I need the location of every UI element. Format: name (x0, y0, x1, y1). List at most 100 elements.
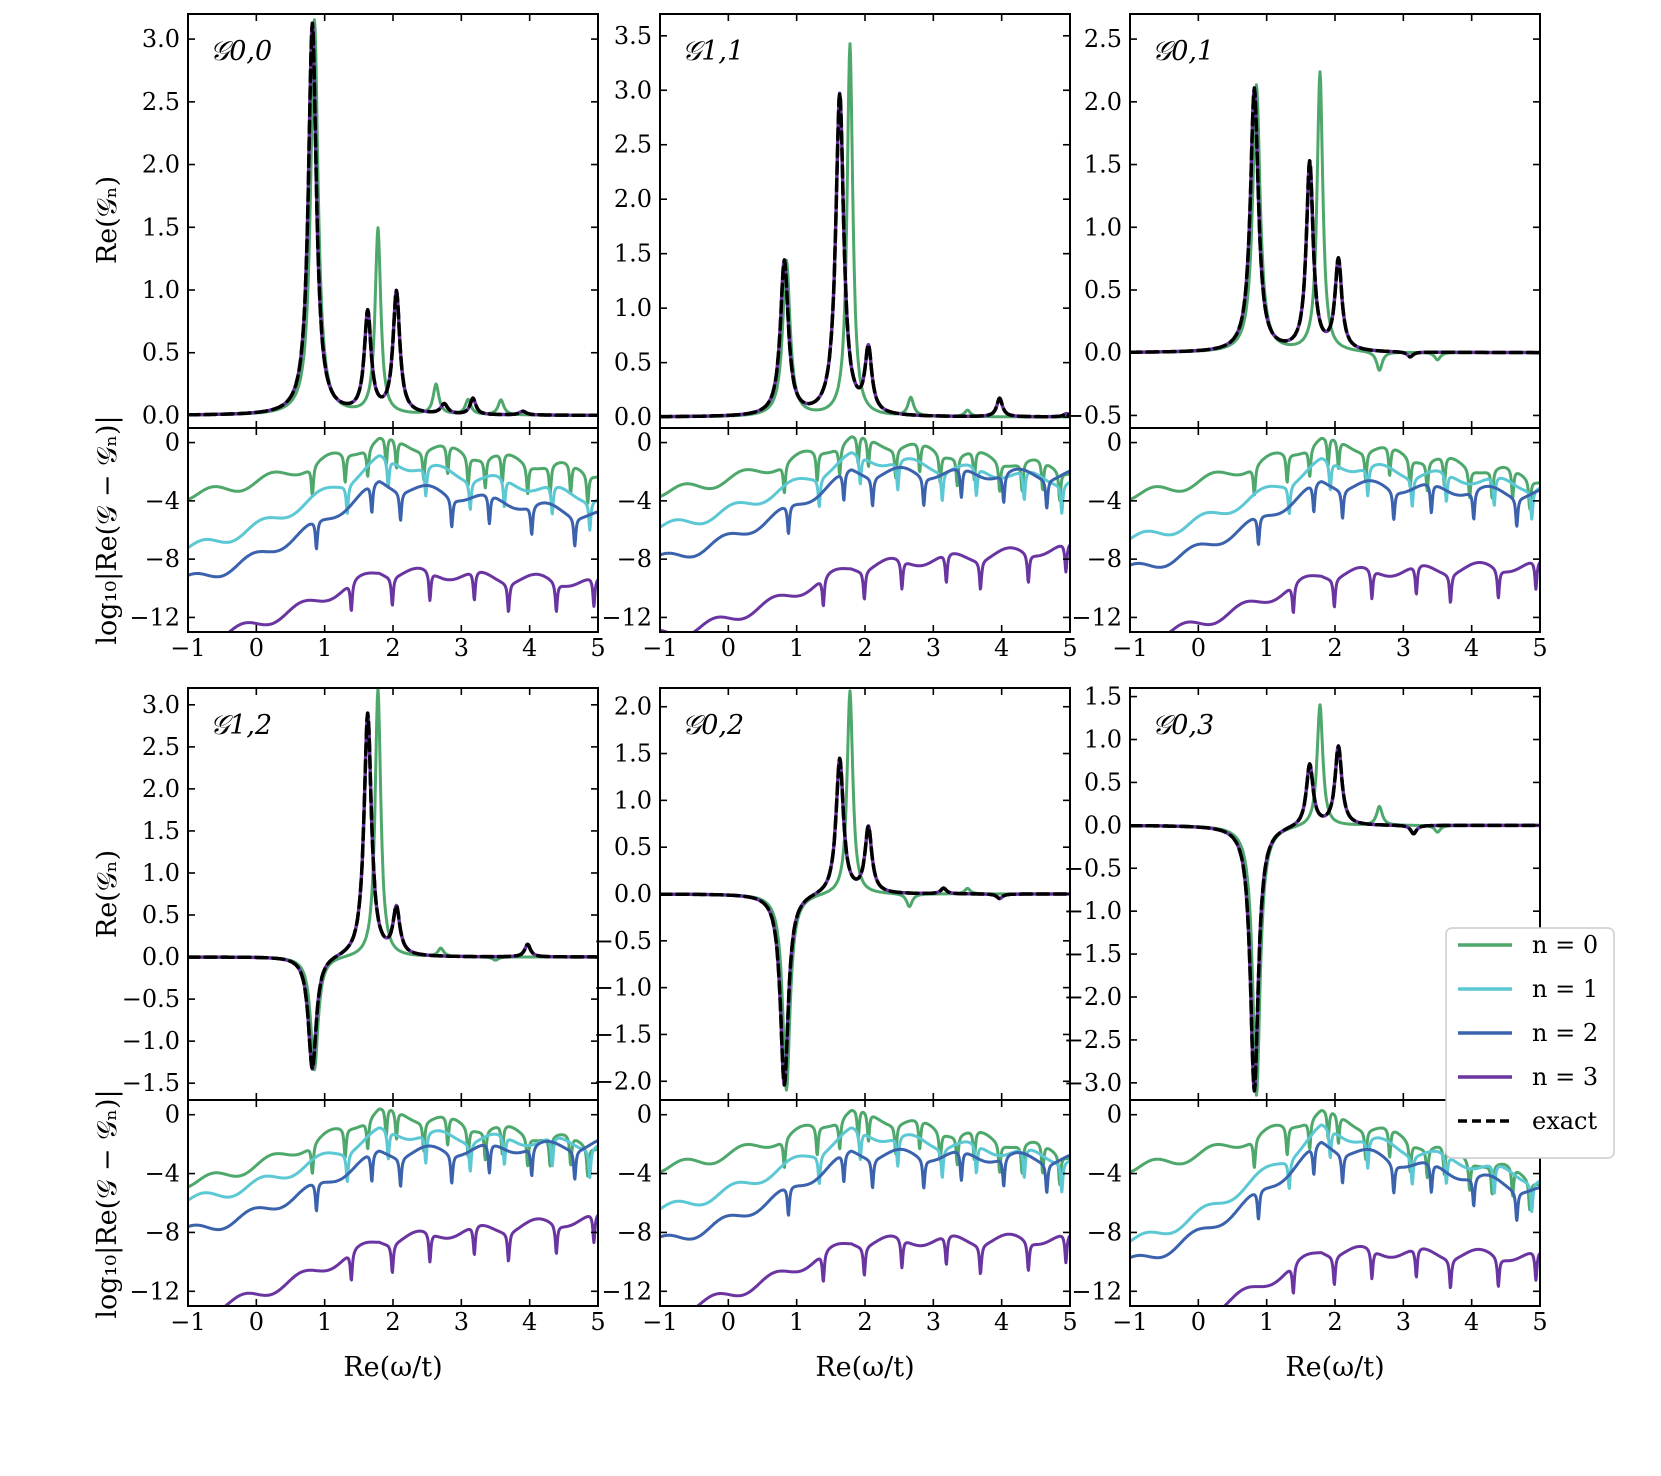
y-axis-label-bottom: log₁₀|Re(𝒢 − 𝒢ₙ)| (92, 415, 123, 644)
x-tick-label: 1 (1259, 1308, 1274, 1336)
y-tick-label: 0.0 (1084, 811, 1122, 839)
y-axis-label-bottom: log₁₀|Re(𝒢 − 𝒢ₙ)| (92, 1089, 123, 1318)
y-tick-label: 0.0 (1084, 339, 1122, 367)
y-tick-label: 0.5 (1084, 276, 1122, 304)
error-y-tick-label: −12 (1071, 603, 1122, 631)
x-tick-label: 0 (721, 634, 736, 662)
x-tick-label: 0 (1191, 1308, 1206, 1336)
panel-3: −0.5 0.0 0.5 1.0 1.5 2.0 2.5 𝒢0,1 0 −4 −8 −12 −1 0 1 2 3… (1064, 13, 1548, 662)
error-line-n0 (188, 436, 598, 505)
error-y-tick-label: −4 (145, 1160, 180, 1188)
x-tick-label: 4 (994, 1308, 1009, 1336)
y-tick-label: 1.5 (614, 240, 652, 268)
y-tick-label: 0.5 (614, 833, 652, 861)
y-tick-label: −1.5 (1064, 940, 1122, 968)
y-tick-label: −0.5 (1064, 401, 1122, 429)
legend-label-n3: n = 3 (1532, 1063, 1598, 1091)
error-line-n3 (1167, 560, 1540, 632)
main-axes: −2.0 −1.5 −1.0 −0.5 0.0 0.5 1.0 1.5 2.0 𝒢0,2 (594, 687, 1071, 1101)
x-tick-label: 5 (1062, 634, 1077, 662)
error-line-n3 (1222, 1244, 1540, 1306)
x-tick-label: 5 (1532, 1308, 1547, 1336)
line-exact (1130, 744, 1540, 1093)
error-lines (188, 436, 598, 632)
error-line-n1 (1130, 457, 1540, 541)
x-tick-label: 1 (789, 634, 804, 662)
panel-title: 𝒢1,1 (682, 36, 744, 67)
y-tick-label: 2.0 (142, 775, 180, 803)
error-line-n3 (660, 1232, 1070, 1306)
y-tick-label: 2.5 (142, 88, 180, 116)
legend: n = 0 n = 1 n = 2 n = 3 exact (1445, 927, 1615, 1159)
error-line-n1 (1130, 1123, 1540, 1243)
y-tick-label: −0.5 (1064, 854, 1122, 882)
line-exact (188, 21, 598, 417)
y-tick-label: 3.5 (614, 22, 652, 50)
error-y-tick-label: 0 (165, 429, 180, 457)
line-exact (660, 91, 1070, 419)
line-n0 (188, 688, 598, 1072)
x-tick-label: 1 (317, 634, 332, 662)
error-line-n0 (660, 1109, 1070, 1186)
main-axes-frame (187, 13, 599, 429)
x-tick-label: 3 (1396, 634, 1411, 662)
series-lines (1130, 703, 1540, 1097)
y-tick-label: 3.0 (142, 691, 180, 719)
x-tick-label: 2 (857, 634, 872, 662)
main-axes: −1.5 −1.0 −0.5 0.0 0.5 1.0 1.5 2.0 2.5 3.0 𝒢1,2 (122, 687, 599, 1101)
line-n3 (1130, 86, 1540, 359)
x-tick-label: 0 (249, 1308, 264, 1336)
error-line-n2 (188, 480, 598, 579)
error-line-n3 (188, 1213, 598, 1306)
error-y-tick-label: 0 (637, 429, 652, 457)
x-tick-label: 0 (1191, 634, 1206, 662)
error-line-n2 (188, 1139, 598, 1232)
error-y-tick-label: −4 (617, 487, 652, 515)
x-tick-label: −1 (1112, 1308, 1147, 1336)
y-tick-label: 2.5 (614, 131, 652, 159)
error-y-tick-label: −8 (145, 1218, 180, 1246)
x-tick-label: 1 (317, 1308, 332, 1336)
error-axes: 0 −4 −8 −12 −1 0 1 2 3 4 5 (129, 427, 606, 662)
error-line-n2 (660, 1147, 1070, 1241)
error-y-tick-label: −12 (601, 603, 652, 631)
x-tick-label: 4 (522, 1308, 537, 1336)
main-axes: 0.0 0.5 1.0 1.5 2.0 2.5 3.0 𝒢0,0 (142, 13, 599, 429)
x-tick-label: 5 (1532, 634, 1547, 662)
error-y-tick-label: −8 (617, 1218, 652, 1246)
error-lines (188, 1107, 598, 1306)
main-axes: −3.0 −2.5 −2.0 −1.5 −1.0 −0.5 0.0 0.5 1.0 1.5 𝒢0,3 (1064, 683, 1541, 1101)
error-line-n2 (1130, 479, 1540, 569)
panel-title: 𝒢1,2 (210, 710, 272, 741)
line-exact (188, 711, 598, 1071)
error-y-tick-label: 0 (637, 1101, 652, 1129)
main-axes-frame (187, 687, 599, 1101)
y-axis-label-top: Re(𝒢ₙ) (92, 176, 123, 264)
x-tick-label: 0 (721, 1308, 736, 1336)
y-tick-label: −3.0 (1064, 1069, 1122, 1097)
y-tick-label: 2.0 (142, 151, 180, 179)
y-tick-label: −2.0 (594, 1067, 652, 1095)
x-tick-label: −1 (642, 634, 677, 662)
x-tick-label: 0 (249, 634, 264, 662)
y-tick-label: 1.0 (614, 786, 652, 814)
error-line-n1 (660, 1126, 1070, 1211)
error-lines (1130, 436, 1540, 632)
x-tick-label: 1 (1259, 634, 1274, 662)
y-tick-label: 1.5 (1084, 683, 1122, 711)
x-tick-label: −1 (170, 1308, 205, 1336)
panel-4: −1.5 −1.0 −0.5 0.0 0.5 1.0 1.5 2.0 2.5 3.0 𝒢1,2 0 −4… (122, 687, 606, 1383)
error-y-tick-label: −12 (129, 1277, 180, 1305)
error-axes-frame (187, 1099, 599, 1307)
x-tick-label: 2 (1327, 1308, 1342, 1336)
panel-1: 0.0 0.5 1.0 1.5 2.0 2.5 3.0 𝒢0,0 0 −4 −8 −12 −1 0 1 2 3 4… (129, 13, 606, 662)
panel-title: 𝒢0,0 (210, 36, 272, 67)
x-axis-label: Re(ω/t) (1285, 1352, 1384, 1383)
panel-6: −3.0 −2.5 −2.0 −1.5 −1.0 −0.5 0.0 0.5 1.0 1.5 𝒢0,3… (1064, 683, 1548, 1383)
error-y-tick-label: −8 (617, 545, 652, 573)
x-tick-label: 5 (1062, 1308, 1077, 1336)
legend-label-exact: exact (1532, 1107, 1597, 1135)
x-tick-label: 4 (994, 634, 1009, 662)
main-axes-frame (1129, 13, 1541, 429)
error-y-tick-label: −4 (1087, 487, 1122, 515)
